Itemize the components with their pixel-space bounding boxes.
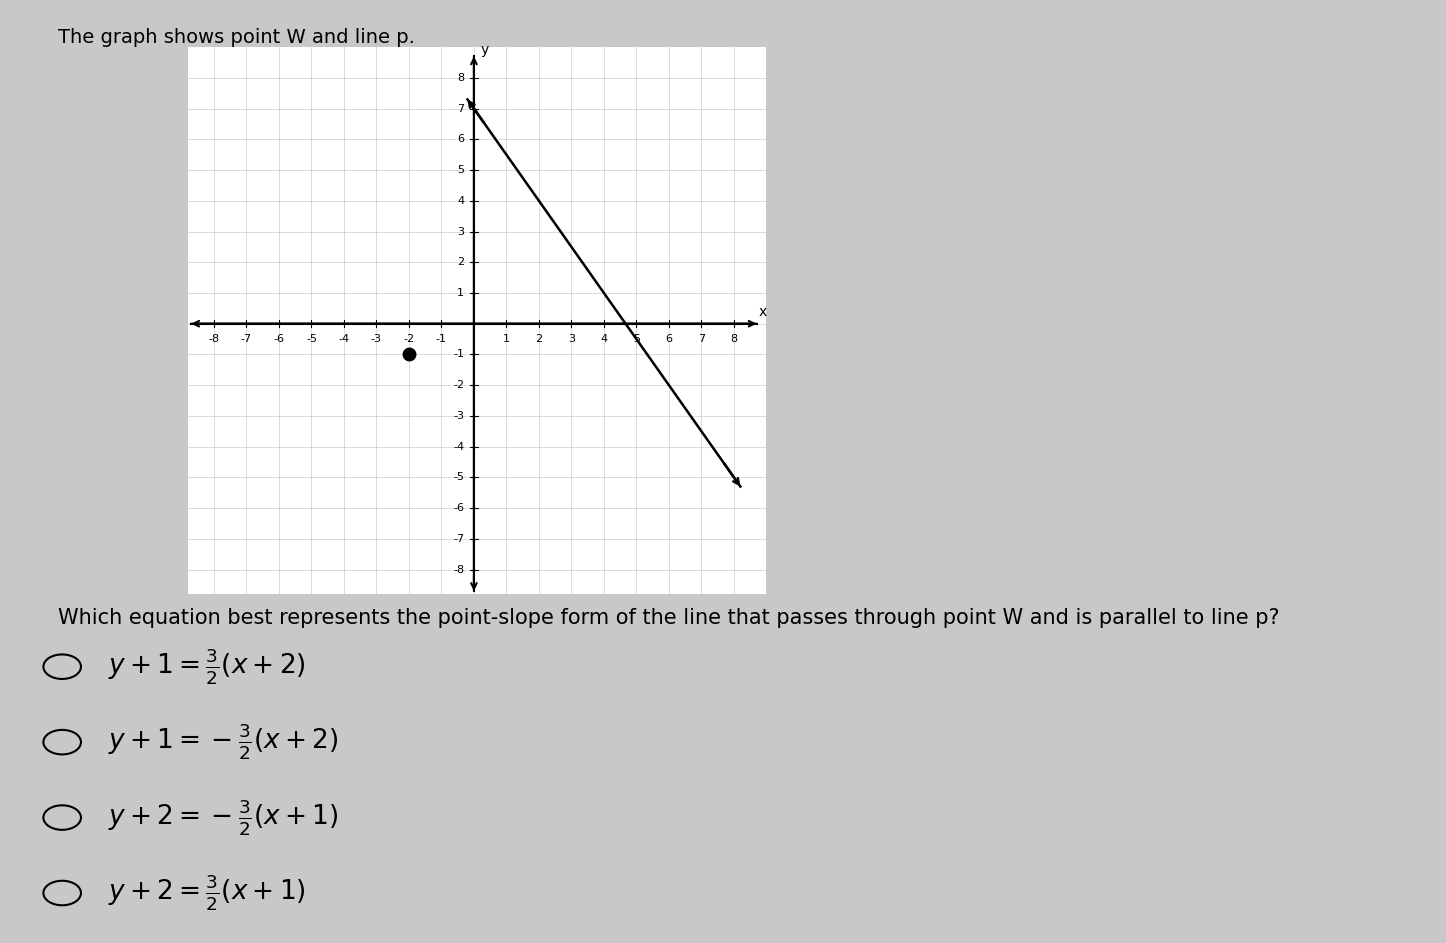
Text: 7: 7 [698,335,706,344]
Text: -2: -2 [453,380,464,390]
Text: -3: -3 [453,411,464,421]
Text: 3: 3 [457,226,464,237]
Text: 1: 1 [503,335,510,344]
Text: $y + 1 = \frac{3}{2}(x + 2)$: $y + 1 = \frac{3}{2}(x + 2)$ [108,647,307,687]
Text: 5: 5 [633,335,641,344]
Text: -1: -1 [453,350,464,359]
Text: Which equation best represents the point-slope form of the line that passes thro: Which equation best represents the point… [58,608,1280,628]
Text: $y + 2 = \frac{3}{2}(x + 1)$: $y + 2 = \frac{3}{2}(x + 1)$ [108,873,307,913]
Text: 8: 8 [457,73,464,83]
Text: -6: -6 [453,503,464,513]
Text: -5: -5 [453,472,464,482]
Text: -2: -2 [403,335,415,344]
Text: 5: 5 [457,165,464,175]
Text: 6: 6 [665,335,672,344]
Text: -3: -3 [372,335,382,344]
Text: $y + 2 = -\frac{3}{2}(x + 1)$: $y + 2 = -\frac{3}{2}(x + 1)$ [108,798,338,837]
Text: -7: -7 [241,335,252,344]
Text: -8: -8 [208,335,220,344]
Text: The graph shows point W and line p.: The graph shows point W and line p. [58,28,415,47]
Text: -6: -6 [273,335,285,344]
Text: -7: -7 [453,534,464,544]
Text: -4: -4 [338,335,350,344]
Text: 2: 2 [535,335,542,344]
Text: 6: 6 [457,134,464,144]
Text: 8: 8 [730,335,737,344]
Text: -1: -1 [435,335,447,344]
Text: 1: 1 [457,288,464,298]
Text: x: x [759,306,768,319]
Text: -5: -5 [307,335,317,344]
Text: $y + 1 = -\frac{3}{2}(x + 2)$: $y + 1 = -\frac{3}{2}(x + 2)$ [108,722,338,762]
Text: 4: 4 [457,196,464,206]
Text: -4: -4 [453,441,464,452]
Text: -8: -8 [453,565,464,574]
Text: 4: 4 [600,335,607,344]
Text: 7: 7 [457,104,464,113]
Text: 2: 2 [457,257,464,267]
Text: 3: 3 [568,335,576,344]
Text: y: y [480,43,489,58]
